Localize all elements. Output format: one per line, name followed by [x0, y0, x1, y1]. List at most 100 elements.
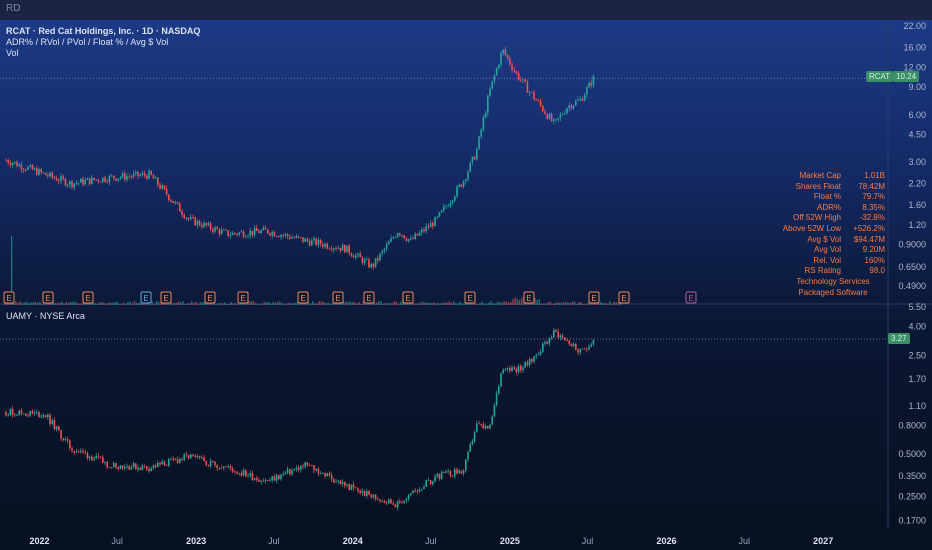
candle-body — [88, 178, 91, 185]
volume-bar — [204, 301, 206, 305]
volume-bar — [316, 303, 318, 305]
volume-bar — [224, 302, 226, 305]
candle-body — [570, 105, 573, 109]
volume-bar — [378, 301, 380, 305]
volume-bar — [125, 303, 127, 305]
candle-body — [179, 203, 181, 212]
candle-body — [146, 175, 148, 179]
chart-area[interactable]: 22.00 16.00 12.00 9.00 6.00 4.50 3.00 2.20 1.60 1… — [0, 20, 932, 550]
candle-body — [337, 480, 340, 482]
volume-bar — [202, 302, 204, 305]
candle-body — [220, 467, 223, 469]
volume-bar — [496, 301, 499, 305]
candle-body — [165, 188, 168, 195]
candle-body — [315, 238, 318, 246]
volume-bar — [547, 302, 549, 305]
candle-body — [359, 491, 362, 493]
candle-body — [75, 451, 78, 453]
candle-body — [42, 415, 45, 417]
earnings-marker — [523, 291, 535, 304]
volume-bar — [166, 303, 169, 305]
candle-body — [447, 470, 450, 472]
candle-body — [53, 177, 56, 179]
candle-body — [55, 178, 58, 181]
stats-value: 78.42M — [858, 181, 885, 191]
candle-body — [273, 476, 276, 481]
top-toolbar: RD — [0, 0, 932, 21]
volume-bar — [276, 301, 279, 305]
volume-bar — [433, 302, 435, 305]
stats-value: 1.01B — [864, 171, 885, 180]
stats-value: $94.47M — [853, 234, 885, 244]
candle-body — [355, 255, 357, 258]
volume-bar — [540, 303, 543, 305]
candle-body — [399, 500, 401, 503]
candle-body — [181, 458, 183, 460]
candle-body — [462, 470, 465, 474]
x-tick-label: 2024 — [343, 536, 363, 546]
candle-body — [561, 335, 564, 338]
candle-body — [546, 341, 549, 344]
volume-bar — [349, 301, 351, 305]
candle-body — [352, 255, 355, 258]
stats-key: Avg $ Vol — [807, 234, 841, 244]
earnings-marker — [140, 291, 152, 304]
volume-bar — [580, 302, 582, 305]
candle-body — [139, 174, 142, 177]
candle-body — [383, 249, 386, 252]
candle-body — [236, 471, 238, 474]
volume-bar — [466, 302, 468, 305]
candle-body — [99, 181, 102, 183]
candle-body — [346, 484, 348, 486]
volume-bar — [8, 302, 10, 305]
volume-bar — [186, 303, 189, 305]
candle-body — [515, 71, 518, 74]
volume-bar — [259, 303, 261, 305]
candle-body — [297, 236, 300, 238]
candle-body — [359, 253, 362, 258]
y-tick-label: 1.20 — [908, 220, 926, 230]
candle-body — [264, 227, 267, 230]
candle-body — [423, 486, 425, 490]
candle-body — [348, 245, 351, 254]
candle-body — [115, 463, 117, 468]
candle-body — [194, 217, 197, 226]
candle-body — [328, 248, 331, 250]
volume-bar — [50, 303, 52, 305]
volume-bar — [287, 302, 290, 305]
volume-bar — [567, 302, 569, 305]
candle-body — [385, 244, 388, 250]
candle-body — [394, 237, 397, 238]
price-chart-svg[interactable]: 22.00 16.00 12.00 9.00 6.00 4.50 3.00 2.20 1.60 1… — [0, 20, 932, 550]
volume-bar — [92, 302, 94, 305]
candle-body — [214, 227, 216, 232]
earnings-marker-label: E — [526, 294, 531, 303]
candle-body — [256, 478, 258, 480]
candle-body — [414, 490, 417, 492]
volume-bar — [512, 299, 514, 305]
candle-body — [535, 99, 538, 101]
candle-body — [117, 178, 120, 181]
candle-body — [542, 343, 544, 352]
candle-body — [141, 173, 144, 175]
y-tick-label: 9.00 — [908, 82, 926, 92]
candle-body — [555, 330, 557, 332]
volume-bar — [140, 303, 142, 305]
candle-body — [445, 206, 447, 208]
candle-body — [9, 162, 12, 166]
candle-body — [385, 502, 388, 504]
stats-value: +526.2% — [853, 223, 885, 233]
candle-body — [249, 230, 252, 236]
volume-bar — [72, 301, 74, 305]
candle-body — [212, 460, 214, 462]
candle-body — [194, 455, 197, 457]
volume-bar — [510, 301, 512, 305]
candle-body — [240, 231, 243, 233]
candle-body — [513, 367, 516, 369]
candle-body — [302, 237, 304, 242]
candle-body — [370, 494, 373, 498]
candle-body — [471, 441, 474, 445]
candle-body — [207, 223, 210, 226]
candle-body — [511, 64, 513, 70]
earnings-marker — [82, 291, 94, 304]
